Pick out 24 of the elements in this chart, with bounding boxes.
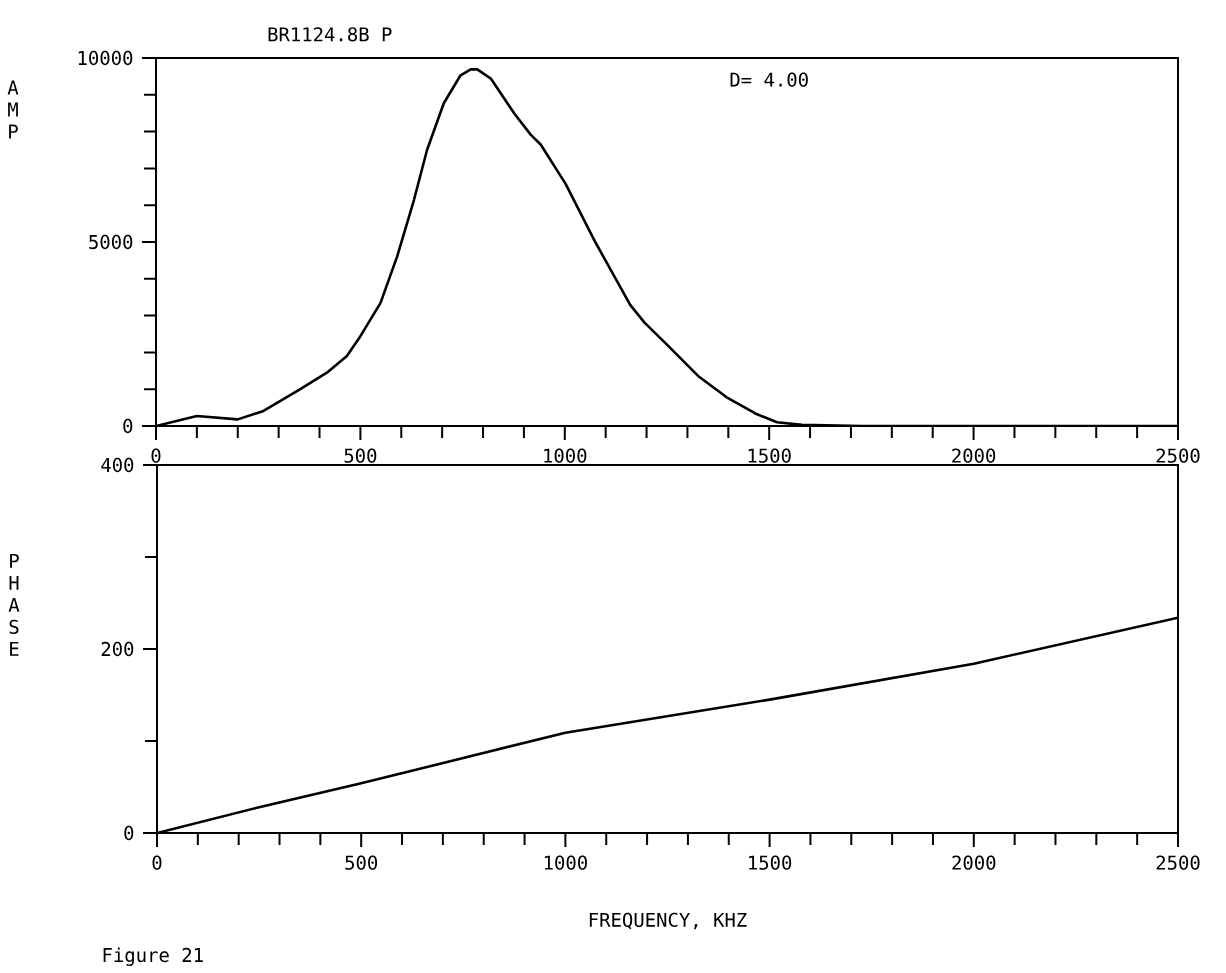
x-tick-label: 2000 [952, 855, 996, 870]
x-axis-title: FREQUENCY, KHZ [589, 912, 747, 930]
x-tick-label: 1000 [544, 855, 587, 870]
x-tick-label: 0 [152, 855, 162, 870]
x-tick-label: 1000 [544, 448, 587, 463]
y-tick-label: 0 [123, 418, 133, 434]
x-tick-label: 1500 [748, 448, 791, 463]
x-tick-label: 500 [345, 855, 378, 870]
y-axis-title: PHASE [8, 553, 20, 656]
y-tick-label: 400 [101, 457, 134, 473]
y-tick-label: 5000 [89, 234, 133, 250]
x-tick-label: 0 [151, 448, 161, 463]
x-tick-label: 500 [344, 448, 377, 463]
chart-title: BR1124.8B P [268, 27, 392, 42]
x-tick-label: 2000 [952, 448, 996, 463]
y-tick-label: 200 [101, 641, 134, 657]
annotation: D= 4.00 [730, 72, 808, 87]
x-tick-label: 2500 [1156, 855, 1200, 870]
y-tick-label: 10000 [78, 50, 133, 66]
x-tick-label: 2500 [1156, 448, 1200, 463]
x-tick-label: 1500 [749, 855, 792, 870]
caption: Figure 21 [103, 947, 203, 966]
y-axis-title: AMP [7, 80, 19, 139]
y-tick-label: 0 [124, 825, 134, 841]
